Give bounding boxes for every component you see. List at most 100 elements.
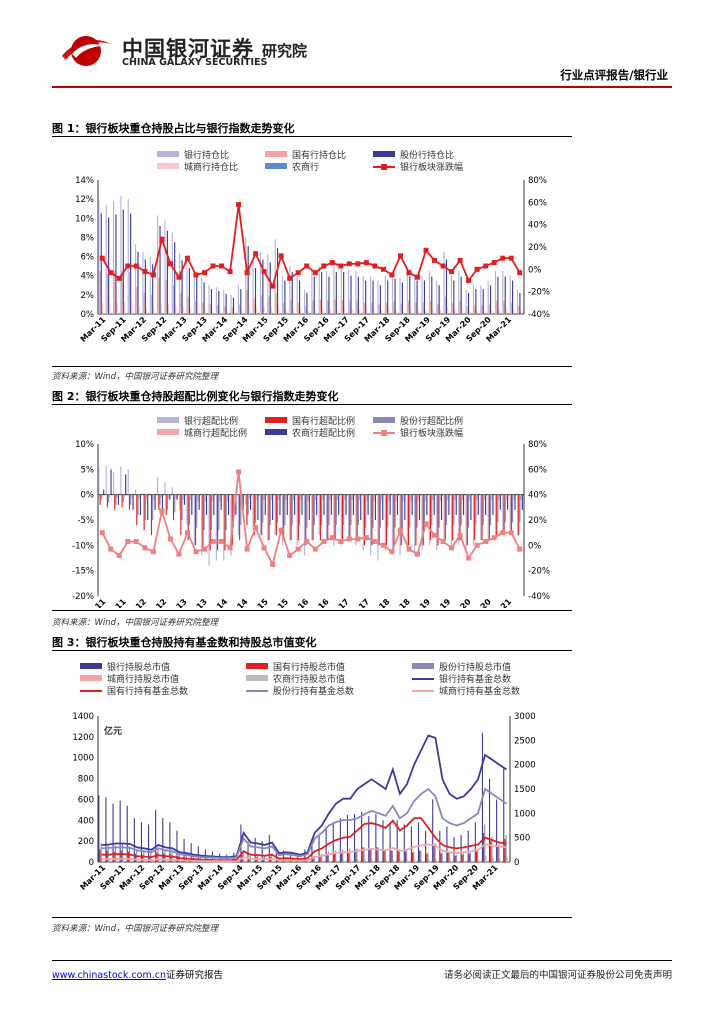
- bar-农商行超配比例: [272, 494, 274, 520]
- bar-城商行持仓比: [182, 307, 184, 314]
- bar-银行持股总市值: [389, 822, 391, 862]
- bar-国有行超配比例: [165, 494, 167, 515]
- bar-银行持股总市值: [439, 830, 441, 862]
- bar-农商行超配比例: [396, 494, 399, 515]
- bar-国有行持仓比: [202, 302, 204, 314]
- bar-股份行持仓比: [512, 280, 514, 314]
- figure-3-bottom-rule: [52, 917, 572, 918]
- bar-银行持仓比: [428, 270, 430, 314]
- bar-城商行超配比例: [190, 494, 192, 501]
- y2-tick-label: 60%: [528, 198, 547, 208]
- bar-城商行持仓比: [314, 309, 317, 314]
- bar-农商行超配比例: [161, 494, 164, 515]
- bar-国有行持仓比: [415, 302, 417, 314]
- y2-tick-label: 0%: [528, 265, 542, 275]
- bar-股份行持仓比: [225, 293, 227, 314]
- website-link[interactable]: www.chinastock.com.cn: [52, 970, 166, 981]
- bar-股份行超配比例: [343, 494, 345, 526]
- bar-股份行持仓比: [174, 242, 176, 314]
- bar-银行超配比例: [348, 494, 350, 541]
- bar-银行超配比例: [179, 494, 181, 510]
- bar-股份行持股总市值: [391, 850, 393, 862]
- bar-农商行持股总市值: [344, 861, 346, 862]
- bar-国有行超配比例: [452, 494, 454, 541]
- bar-城商行持股总市值: [286, 861, 288, 862]
- bar-股份行持股总市值: [455, 854, 457, 862]
- bar-国有行超配比例: [400, 494, 402, 546]
- bar-股份行超配比例: [313, 494, 315, 526]
- bar-城商行超配比例: [123, 494, 126, 498]
- bar-农商行: [492, 313, 494, 314]
- y-tick-label: 10%: [75, 214, 94, 224]
- bar-股份行持股总市值: [398, 849, 401, 862]
- bar-国有行超配比例: [371, 494, 373, 546]
- marker-银行板块涨跌幅: [193, 272, 199, 278]
- bar-国有行超配比例: [283, 494, 285, 541]
- bar-银行超配比例: [421, 494, 423, 551]
- bar-农商行超配比例: [418, 494, 421, 520]
- bar-国有行超配比例: [437, 494, 439, 546]
- bar-银行超配比例: [362, 494, 364, 551]
- bar-银行持仓比: [487, 280, 489, 314]
- bar-银行超配比例: [355, 494, 357, 546]
- bar-国有行持仓比: [283, 302, 285, 314]
- y-tick-label: 14%: [75, 176, 94, 186]
- y-tick-label: -10%: [72, 541, 94, 551]
- bar-农商行超配比例: [345, 494, 347, 515]
- bar-城商行持仓比: [307, 311, 309, 314]
- bar-城商行持仓比: [432, 309, 434, 314]
- bar-城商行持仓比: [175, 305, 177, 314]
- bar-国有行超配比例: [510, 494, 512, 536]
- bar-银行持仓比: [384, 275, 386, 314]
- bar-国有行超配比例: [128, 494, 131, 510]
- y-tick-label: 0%: [81, 491, 95, 501]
- bar-国有行持股总市值: [333, 853, 335, 862]
- bar-城商行持仓比: [234, 312, 236, 314]
- bar-城商行持股总市值: [343, 859, 345, 862]
- bar-城商行持仓比: [116, 302, 118, 314]
- bar-国有行持仓比: [121, 269, 123, 314]
- bar-农商行超配比例: [117, 494, 119, 505]
- marker-银行板块涨跌幅: [253, 525, 259, 531]
- bar-国有行超配比例: [239, 494, 241, 541]
- bar-农商行持股总市值: [358, 861, 360, 862]
- bar-国有行持仓比: [452, 302, 454, 314]
- legend-bar-swatch: [373, 417, 395, 423]
- bar-股份行超配比例: [115, 494, 117, 505]
- legend-label: 城商行超配比例: [184, 427, 247, 439]
- bar-城商行超配比例: [366, 494, 368, 501]
- bar-国有行持仓比: [503, 300, 505, 314]
- bar-银行持仓比: [296, 275, 298, 314]
- bar-城商行持仓比: [138, 306, 140, 314]
- bar-国有行超配比例: [378, 494, 380, 546]
- bar-银行持仓比: [414, 275, 416, 314]
- marker-银行板块涨跌幅: [219, 539, 224, 544]
- bar-股份行持股总市值: [342, 849, 344, 862]
- legend-bar-swatch: [412, 663, 434, 669]
- bar-银行超配比例: [259, 494, 262, 536]
- bar-银行持仓比: [399, 277, 401, 314]
- bar-城商行超配比例: [160, 494, 162, 498]
- marker-银行板块涨跌幅: [312, 270, 318, 276]
- marker-银行板块涨跌幅: [261, 545, 267, 551]
- bar-股份行超配比例: [467, 494, 470, 528]
- y-tick-label: 400: [78, 816, 94, 826]
- y2-tick-label: -40%: [528, 310, 550, 320]
- bar-银行超配比例: [296, 494, 298, 546]
- bar-股份行超配比例: [445, 494, 448, 526]
- bar-股份行超配比例: [299, 494, 301, 526]
- marker-银行板块涨跌幅: [346, 261, 352, 267]
- bar-国有行超配比例: [187, 494, 189, 541]
- bar-股份行超配比例: [379, 494, 381, 528]
- bar-国有行超配比例: [312, 494, 314, 541]
- bar-国有行持仓比: [99, 270, 101, 314]
- marker-银行板块涨跌幅: [116, 275, 122, 281]
- bar-股份行持仓比: [409, 276, 411, 314]
- bar-银行持仓比: [98, 201, 100, 314]
- bar-农商行超配比例: [103, 489, 105, 495]
- bar-国有行持仓比: [356, 300, 358, 314]
- bar-股份行持仓比: [166, 230, 168, 314]
- legend-bar-swatch: [265, 163, 287, 169]
- bar-国有行超配比例: [202, 494, 204, 551]
- bar-银行持仓比: [127, 199, 129, 314]
